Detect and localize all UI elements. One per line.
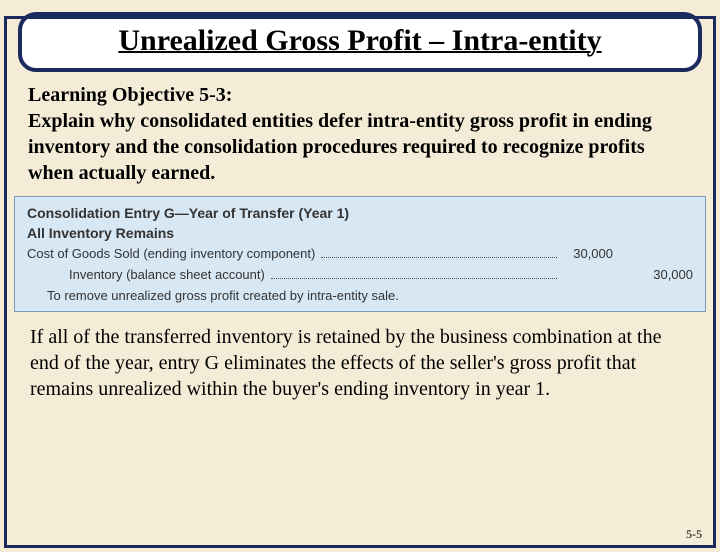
slide-border [4,16,716,548]
